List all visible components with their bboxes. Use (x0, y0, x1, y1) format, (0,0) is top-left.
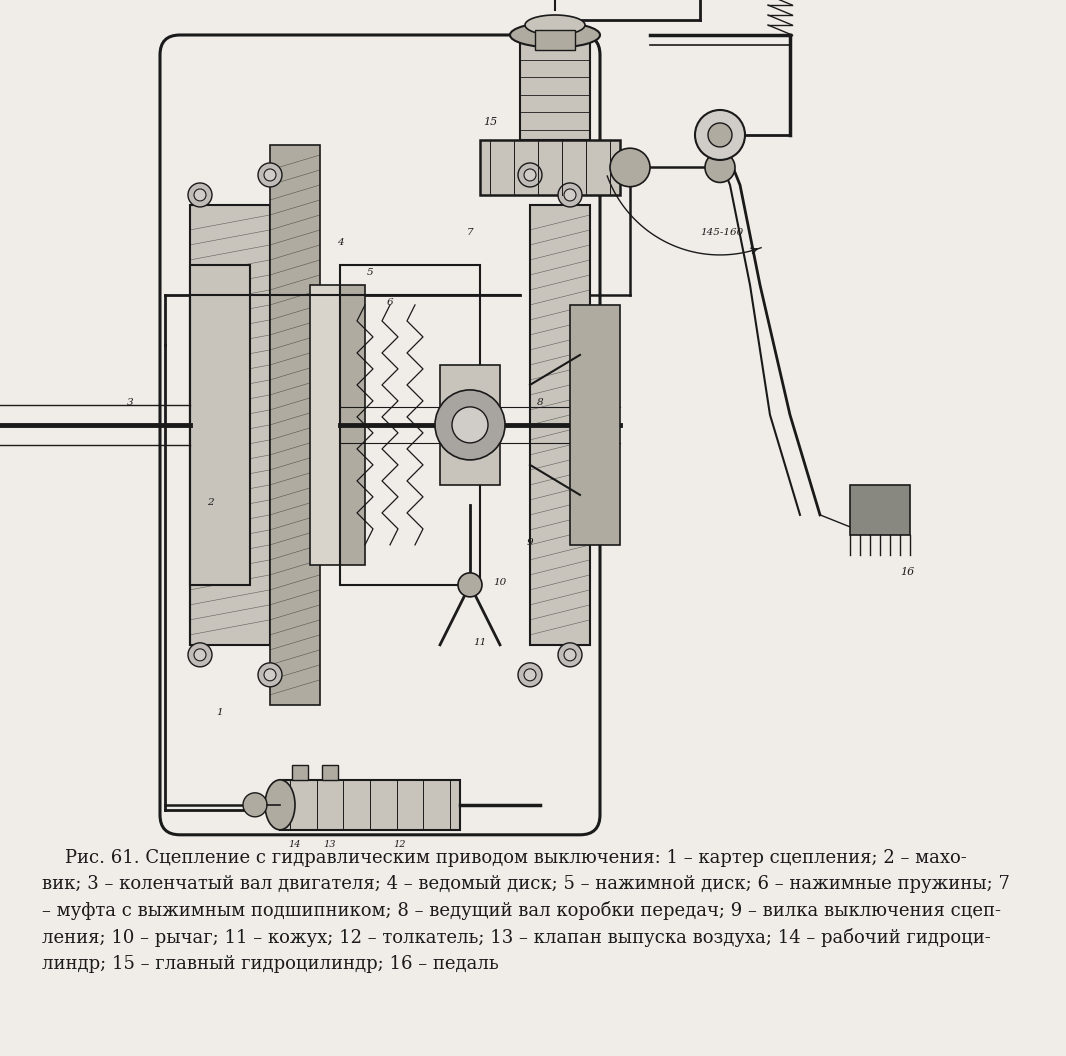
Bar (270, 145, 320, 704)
Circle shape (243, 793, 266, 816)
Circle shape (708, 122, 732, 147)
Bar (520, 40, 589, 140)
Circle shape (558, 643, 582, 666)
Circle shape (258, 163, 282, 187)
Text: 2: 2 (207, 497, 213, 507)
Text: Рис. 61. Сцепление с гидравлическим приводом выключения: 1 – картер сцепления; 2: Рис. 61. Сцепление с гидравлическим прив… (42, 849, 1010, 973)
Circle shape (194, 648, 206, 661)
Circle shape (558, 183, 582, 207)
Circle shape (458, 572, 482, 597)
Text: 10: 10 (494, 578, 506, 587)
Ellipse shape (610, 148, 650, 187)
Circle shape (258, 663, 282, 686)
Text: 12: 12 (393, 840, 406, 849)
Ellipse shape (510, 22, 600, 48)
Bar (530, 205, 589, 645)
Bar (190, 265, 251, 585)
Circle shape (264, 668, 276, 681)
Text: 15: 15 (483, 117, 497, 127)
Text: 13: 13 (324, 840, 336, 849)
Bar (535, 30, 575, 50)
Circle shape (188, 183, 212, 207)
Circle shape (518, 663, 542, 686)
Bar (340, 285, 365, 565)
Ellipse shape (524, 15, 585, 35)
Text: 7: 7 (467, 228, 473, 237)
Circle shape (705, 152, 734, 183)
Text: 1: 1 (216, 708, 223, 717)
Text: 5: 5 (367, 268, 373, 277)
Bar (440, 365, 500, 485)
Circle shape (695, 110, 745, 159)
Text: 8: 8 (536, 398, 544, 407)
Text: 16: 16 (900, 567, 915, 577)
Bar (850, 485, 910, 535)
Circle shape (435, 390, 505, 460)
Bar (570, 305, 620, 545)
Bar (340, 265, 480, 585)
Circle shape (524, 169, 536, 181)
Circle shape (452, 407, 488, 442)
Bar (480, 140, 620, 195)
Circle shape (524, 668, 536, 681)
Circle shape (194, 189, 206, 201)
Ellipse shape (265, 779, 295, 830)
Bar (190, 205, 270, 645)
Text: 145-160: 145-160 (700, 228, 743, 237)
Text: 9: 9 (527, 538, 533, 547)
Text: 4: 4 (337, 238, 343, 247)
Circle shape (564, 648, 576, 661)
Text: 14: 14 (289, 840, 302, 849)
Text: 3: 3 (127, 398, 133, 407)
Circle shape (264, 169, 276, 181)
Circle shape (518, 163, 542, 187)
Text: 6: 6 (387, 298, 393, 307)
Bar (322, 765, 338, 779)
Circle shape (188, 643, 212, 666)
Bar (280, 779, 461, 830)
Bar (310, 285, 340, 565)
Circle shape (564, 189, 576, 201)
Bar (292, 765, 308, 779)
Text: 11: 11 (473, 638, 486, 647)
